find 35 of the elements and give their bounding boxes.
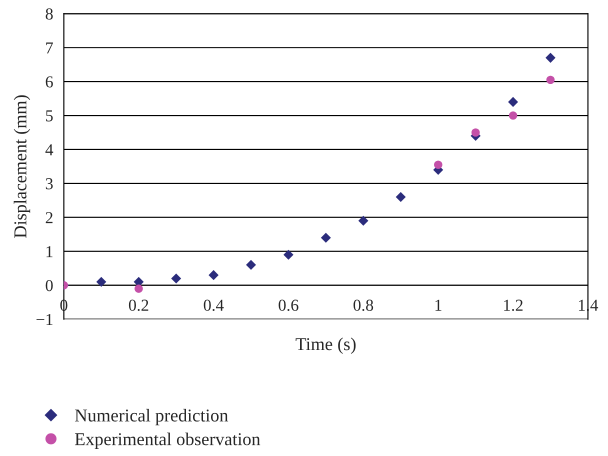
x-tick-label: 0.8 <box>354 300 374 311</box>
y-tick-label: 4 <box>45 144 54 156</box>
y-tick-label: 2 <box>46 212 53 224</box>
y-tick-label: 3 <box>46 178 53 190</box>
point <box>134 284 143 293</box>
legend-label: Numerical prediction <box>74 408 228 426</box>
legend-label: Experimental observation <box>74 432 260 449</box>
point <box>208 270 219 280</box>
x-tick-label: 1.2 <box>504 300 523 311</box>
point <box>508 96 518 107</box>
point <box>283 250 294 260</box>
point <box>358 216 368 226</box>
point <box>96 276 106 287</box>
point <box>471 128 480 137</box>
x-tick-label: 0.2 <box>128 300 148 311</box>
point <box>246 260 256 270</box>
y-tick-label: 6 <box>46 76 53 88</box>
point <box>545 52 556 63</box>
x-tick-label: 0.6 <box>278 300 298 311</box>
point <box>508 111 518 120</box>
y-tick-label: 7 <box>46 42 53 54</box>
point <box>396 192 406 202</box>
y-tick-label: 5 <box>46 110 53 122</box>
y-axis-title: Displacement (mm) <box>14 95 30 238</box>
point <box>171 273 182 284</box>
point <box>434 160 442 169</box>
x-tick-label: 0.4 <box>204 300 224 311</box>
y-tick-label: 8 <box>46 8 53 20</box>
point <box>546 76 555 84</box>
x-axis-title: Time (s) <box>296 338 356 354</box>
x-tick-label: 1 <box>435 300 442 311</box>
y-tick-label: −1 <box>36 314 52 325</box>
y-tick-label: 1 <box>46 246 52 258</box>
y-tick-label: 0 <box>46 280 53 292</box>
point <box>320 232 331 243</box>
